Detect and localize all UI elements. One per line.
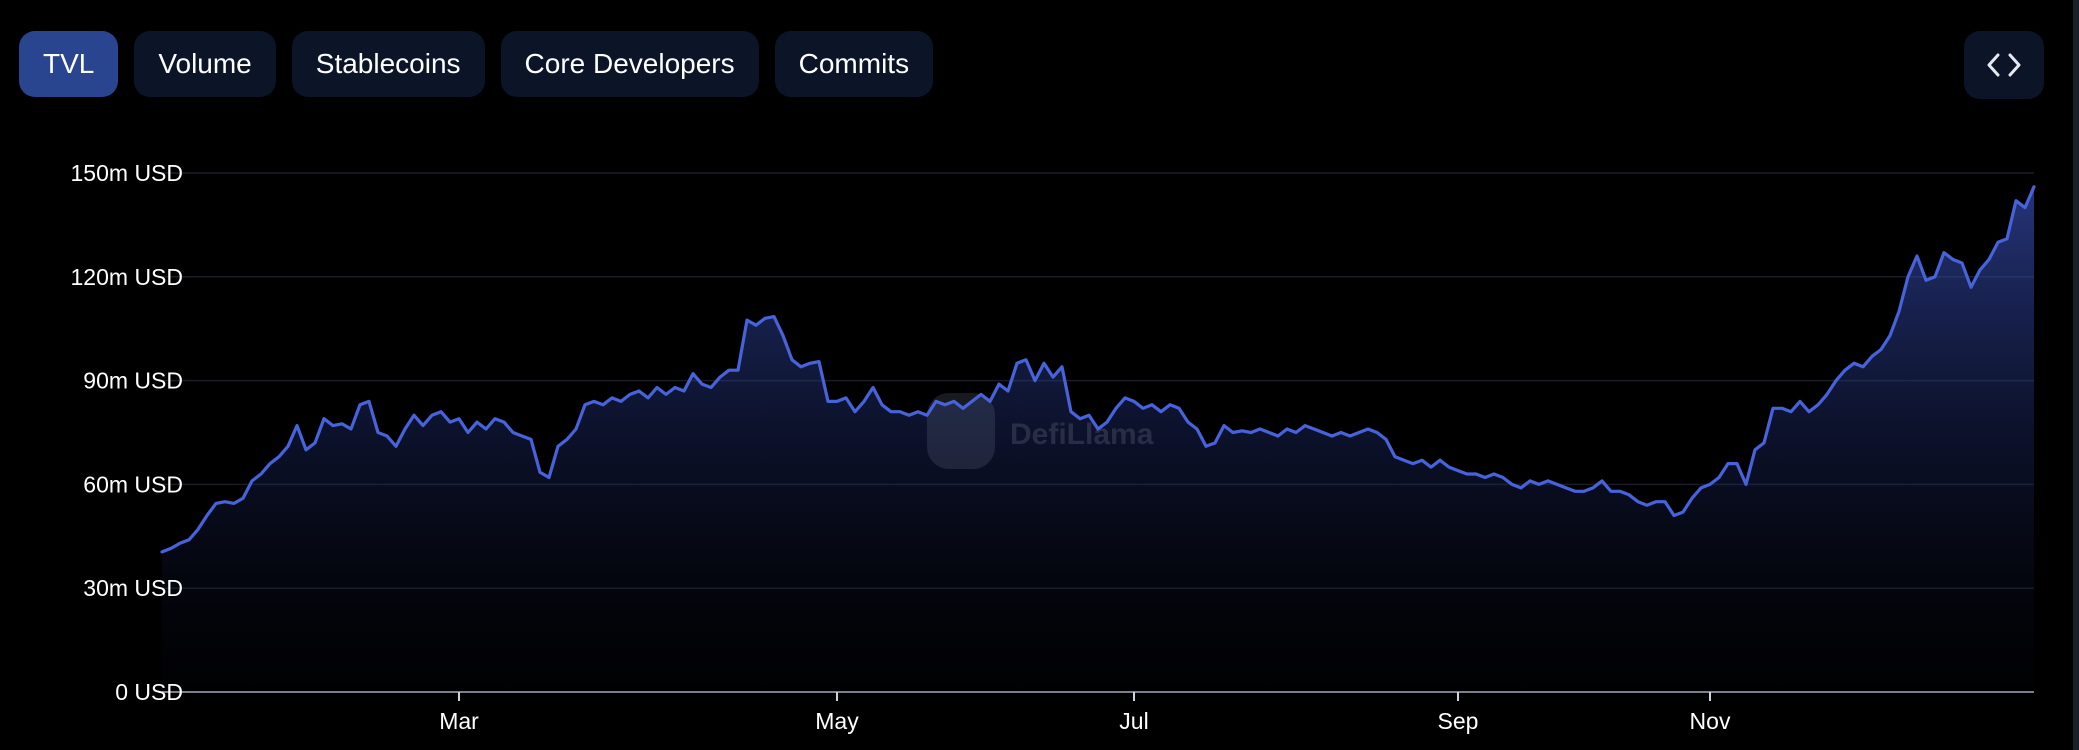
y-axis-labels: 0 USD 30m USD 60m USD 90m USD 120m USD 150m U… — [71, 160, 183, 705]
y-tick-label: 0 USD — [115, 679, 183, 705]
x-tick-label: Nov — [1690, 708, 1731, 734]
y-tick-label: 30m USD — [83, 575, 183, 601]
x-tick-label: Jul — [1119, 708, 1148, 734]
llama-logo-icon — [927, 393, 995, 469]
code-brackets-icon — [1987, 53, 2021, 77]
x-axis-labels: Mar May Jul Sep Nov — [439, 692, 1731, 734]
watermark: DefiLlama — [927, 393, 1154, 469]
y-tick-label: 150m USD — [71, 160, 183, 186]
y-tick-label: 120m USD — [71, 264, 183, 290]
y-tick-label: 60m USD — [83, 471, 183, 497]
x-tick-label: Mar — [439, 708, 479, 734]
watermark-text: DefiLlama — [1010, 418, 1154, 451]
tvl-area — [162, 186, 2034, 693]
tab-commits[interactable]: Commits — [774, 31, 934, 97]
x-tick-label: Sep — [1438, 708, 1479, 734]
scrollbar-track — [2073, 0, 2079, 750]
tab-stablecoins[interactable]: Stablecoins — [291, 31, 485, 97]
tab-core-developers[interactable]: Core Developers — [500, 31, 759, 97]
y-tick-label: 90m USD — [83, 368, 183, 394]
tab-tvl[interactable]: TVL — [19, 31, 119, 97]
tab-volume[interactable]: Volume — [134, 31, 276, 97]
x-tick-label: May — [815, 708, 859, 734]
tvl-line — [160, 185, 2036, 554]
embed-button[interactable] — [1964, 31, 2044, 99]
chart-tabs: TVL Volume Stablecoins Core Developers C… — [19, 31, 934, 97]
